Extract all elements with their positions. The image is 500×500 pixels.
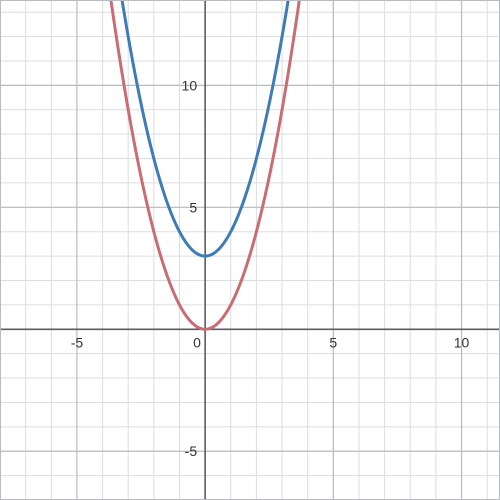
- y-tick-label: 5: [189, 199, 197, 215]
- parabola-chart: -5 0 5 10 -5 5 10: [0, 0, 500, 500]
- x-tick-label: 10: [454, 334, 470, 350]
- x-tick-label: 0: [193, 334, 201, 350]
- chart-svg: -5 0 5 10 -5 5 10: [0, 0, 500, 500]
- x-tick-label: 5: [329, 334, 337, 350]
- x-tick-label: -5: [71, 334, 84, 350]
- y-tick-label: 10: [182, 77, 198, 93]
- y-tick-label: -5: [185, 443, 198, 459]
